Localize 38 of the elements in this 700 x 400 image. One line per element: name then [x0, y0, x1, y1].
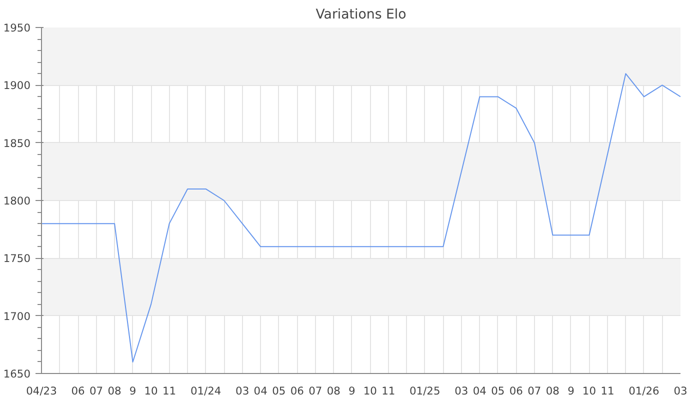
x-tick-label: 11 [382, 384, 396, 398]
y-tick-label: 1800 [3, 194, 31, 208]
x-tick-label: 08 [108, 384, 122, 398]
x-tick-label: 07 [528, 384, 542, 398]
y-tick-label: 1750 [3, 252, 31, 266]
x-tick-label: 04 [254, 384, 268, 398]
x-tick-label: 9 [348, 384, 356, 398]
y-tick-label: 1850 [3, 136, 31, 150]
x-tick-label: 01/24 [190, 384, 222, 398]
x-tick-label: 04 [472, 384, 487, 398]
x-tick-label: 07 [89, 384, 104, 398]
line-series [42, 73, 680, 362]
x-tick-label: 04/23 [26, 384, 57, 398]
x-tick-label: 01/25 [410, 384, 440, 398]
x-tick-label: 07 [308, 384, 322, 398]
x-tick-label: 05 [272, 384, 286, 398]
y-tick-label: 1950 [3, 22, 31, 34]
x-tick-label: 08 [546, 384, 560, 398]
x-tick-label: 10 [363, 384, 378, 398]
y-tick-label: 1900 [3, 79, 31, 92]
x-tick-label: 9 [129, 384, 136, 398]
y-tick-label: 1650 [3, 368, 31, 380]
x-tick-label: 11 [600, 384, 614, 398]
x-tick-label: 03 [454, 384, 468, 398]
chart-title: Variations Elo [316, 8, 406, 22]
x-tick-label: 06 [509, 384, 524, 398]
x-tick-label: 10 [582, 384, 596, 398]
x-tick-label: 06 [71, 384, 86, 398]
x-tick-label: 11 [162, 384, 176, 398]
x-tick-label: 03 [674, 384, 688, 398]
x-tick-label: 10 [144, 384, 158, 398]
x-tick-label: 01/26 [628, 384, 660, 398]
x-tick-label: 08 [326, 384, 341, 398]
x-tick-label: 06 [290, 384, 304, 398]
x-tick-label: 03 [236, 384, 250, 398]
x-tick-label: 9 [568, 384, 575, 398]
x-tick-label: 05 [491, 384, 505, 398]
y-tick-label: 1700 [3, 310, 31, 323]
